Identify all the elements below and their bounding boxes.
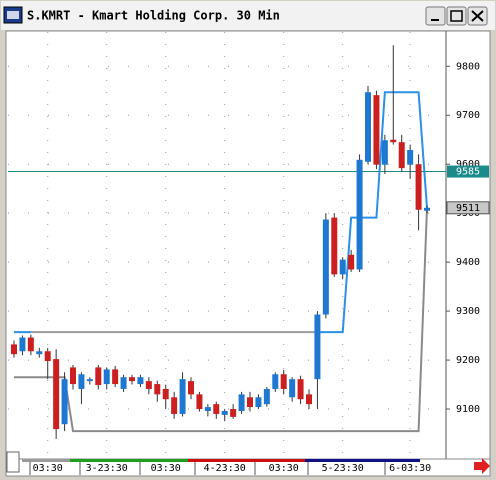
app-icon-mark bbox=[7, 11, 19, 19]
close-button[interactable] bbox=[467, 6, 488, 26]
candle-body bbox=[78, 374, 85, 389]
candle-body bbox=[365, 92, 371, 162]
candle-body bbox=[171, 397, 178, 414]
candle-body bbox=[280, 374, 287, 389]
y-tick-label: 9200 bbox=[456, 355, 480, 366]
scroll-arrow[interactable] bbox=[474, 458, 490, 474]
last-price-box bbox=[446, 201, 490, 215]
candle-body bbox=[213, 404, 220, 414]
y-tick-label: 9800 bbox=[456, 61, 480, 72]
x-tick-label: 03:30 bbox=[33, 463, 63, 474]
maximize-button[interactable] bbox=[446, 6, 467, 26]
candle-body bbox=[36, 351, 43, 355]
candle-body bbox=[255, 397, 262, 408]
scroll-box[interactable] bbox=[6, 451, 20, 473]
title-bar bbox=[1, 1, 495, 30]
y-tick-label: 9700 bbox=[456, 110, 480, 121]
candle-body bbox=[348, 254, 355, 270]
candle-body bbox=[263, 388, 270, 405]
candle-body bbox=[120, 377, 127, 389]
candle-body bbox=[297, 379, 304, 400]
candle-body bbox=[204, 407, 211, 411]
candle-body bbox=[61, 379, 68, 425]
session-strip bbox=[188, 459, 305, 462]
plot-area bbox=[5, 30, 491, 460]
candle-body bbox=[53, 359, 60, 430]
y-tick-label: 9600 bbox=[456, 159, 480, 170]
x-tick-label: 3-23:30 bbox=[86, 463, 128, 474]
window-title: S.KMRT - Kmart Holding Corp. 30 Min bbox=[27, 9, 280, 23]
candle-body bbox=[221, 410, 228, 415]
session-strip bbox=[70, 459, 188, 462]
y-tick-label: 9400 bbox=[456, 257, 480, 268]
candle-body bbox=[129, 377, 135, 382]
candle-body bbox=[154, 384, 161, 395]
candle-body bbox=[70, 367, 76, 385]
candle-body bbox=[11, 344, 17, 355]
study-line bbox=[317, 91, 428, 334]
candle-body bbox=[44, 351, 51, 362]
minimize-button[interactable] bbox=[425, 6, 446, 26]
x-tick-label: 5-23:30 bbox=[322, 463, 364, 474]
candle-body bbox=[95, 367, 102, 386]
candle-body bbox=[373, 95, 380, 165]
candle-body bbox=[179, 379, 186, 414]
candle-body bbox=[137, 377, 144, 385]
candle-body bbox=[390, 139, 397, 143]
last-level-box bbox=[447, 165, 489, 178]
last-price-label: 9511 bbox=[456, 203, 480, 214]
candle-body bbox=[238, 394, 245, 411]
study-line bbox=[14, 207, 428, 433]
candle-body bbox=[196, 394, 203, 410]
session-strip bbox=[305, 459, 420, 462]
y-tick-label: 9300 bbox=[456, 306, 480, 317]
candle-body bbox=[356, 159, 363, 270]
candle-body bbox=[145, 381, 152, 389]
candle-body bbox=[112, 369, 119, 385]
last-level-label: 9585 bbox=[456, 167, 480, 178]
candle-body bbox=[247, 397, 253, 408]
candle-body bbox=[230, 409, 237, 417]
candle-body bbox=[306, 394, 312, 405]
candle-body bbox=[381, 140, 388, 165]
candle-body bbox=[314, 314, 321, 380]
x-tick-label: 6-03:30 bbox=[389, 463, 431, 474]
y-tick-label: 9100 bbox=[456, 404, 480, 415]
candle-body bbox=[188, 381, 194, 395]
candle-body bbox=[407, 150, 414, 165]
candle-body bbox=[272, 374, 279, 389]
x-tick-label: 4-23:30 bbox=[204, 463, 246, 474]
candle-body bbox=[162, 388, 169, 400]
session-strip bbox=[22, 459, 70, 462]
x-tick-label: 03:30 bbox=[151, 463, 181, 474]
candle-body bbox=[27, 337, 34, 352]
candle-body bbox=[331, 217, 338, 275]
candle-body bbox=[103, 369, 110, 385]
candle-body bbox=[289, 379, 296, 398]
x-tick-label: 03:30 bbox=[269, 463, 299, 474]
time-separators bbox=[29, 462, 386, 475]
candle-body bbox=[339, 259, 346, 275]
candle-body bbox=[424, 207, 430, 211]
candle-body bbox=[415, 164, 422, 210]
candle-body bbox=[322, 219, 329, 315]
candle-body bbox=[86, 379, 93, 382]
candle-body bbox=[19, 337, 26, 352]
candle-body bbox=[398, 142, 405, 169]
